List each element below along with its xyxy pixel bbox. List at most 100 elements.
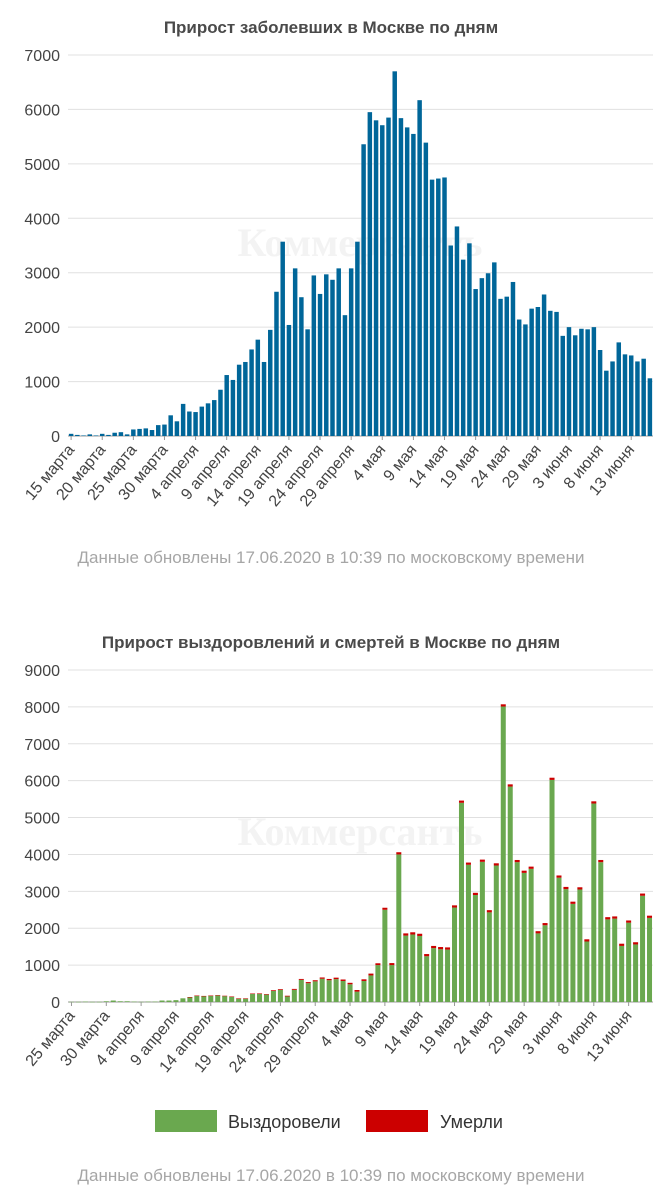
bar-recovered: [243, 998, 249, 1002]
bar-recovered: [458, 802, 464, 1002]
bar-recovered: [382, 909, 388, 1002]
bar: [212, 400, 217, 436]
y-tick-label: 7000: [24, 48, 60, 65]
bar-deaths: [493, 863, 499, 866]
bar-recovered: [633, 944, 639, 1002]
bar-deaths: [417, 933, 423, 936]
y-tick-label: 5000: [24, 157, 60, 174]
bar: [454, 226, 460, 436]
bar-recovered: [479, 861, 485, 1002]
bar-deaths: [187, 997, 193, 998]
bar-recovered: [222, 996, 228, 1002]
bar: [317, 293, 323, 436]
bar: [149, 430, 155, 436]
bar-deaths: [396, 852, 402, 855]
bar: [647, 378, 653, 436]
bar-recovered: [96, 1001, 102, 1003]
bar-recovered: [110, 1000, 116, 1002]
bar-deaths: [647, 915, 653, 918]
watermark: Коммерсантъ: [238, 809, 483, 854]
bar-deaths: [549, 777, 555, 780]
bar-recovered: [417, 935, 423, 1002]
bar-deaths: [577, 887, 583, 890]
bar-deaths: [201, 995, 207, 997]
bar: [324, 274, 329, 436]
bar: [591, 327, 597, 436]
bar-recovered: [89, 1001, 95, 1003]
bar: [622, 354, 628, 436]
y-tick-label: 0: [51, 995, 60, 1012]
bar-recovered: [257, 993, 263, 1002]
bar: [473, 289, 478, 436]
bar-deaths: [486, 910, 492, 913]
bar-recovered: [549, 779, 555, 1002]
bar: [523, 324, 528, 436]
bar: [460, 259, 466, 436]
bar: [448, 245, 453, 436]
bar-recovered: [626, 922, 632, 1002]
bar: [193, 412, 198, 436]
bar: [361, 144, 366, 436]
bar-recovered: [103, 1001, 109, 1002]
bar: [162, 424, 167, 436]
y-tick-label: 6000: [24, 102, 60, 119]
bar-deaths: [270, 990, 276, 991]
bar-recovered: [563, 889, 569, 1002]
bar-deaths: [382, 907, 388, 910]
bar-deaths: [340, 979, 346, 981]
bar: [274, 291, 279, 436]
y-tick-label: 1000: [24, 375, 60, 392]
bar-deaths: [472, 892, 478, 896]
legend-label-recovered: Выздоровели: [228, 1112, 341, 1132]
bar-deaths: [389, 963, 395, 966]
bar-recovered: [145, 1001, 151, 1003]
bar: [404, 127, 410, 436]
x-tick-label: 4 мая: [317, 1008, 357, 1051]
bar-deaths: [277, 989, 283, 990]
bar: [137, 428, 142, 436]
bar-deaths: [361, 979, 367, 981]
bar: [610, 361, 615, 436]
bar: [348, 268, 354, 436]
bar-deaths: [291, 988, 297, 990]
bar-deaths: [263, 994, 269, 995]
bar: [560, 335, 566, 436]
bar-recovered: [229, 996, 235, 1002]
bar-deaths: [584, 939, 590, 942]
bar-deaths: [243, 998, 249, 999]
bar-deaths: [598, 859, 604, 863]
bar: [572, 335, 578, 436]
bar-deaths: [410, 932, 416, 935]
bar-deaths: [229, 996, 235, 997]
bar-recovered: [472, 895, 478, 1002]
bar-recovered: [577, 889, 583, 1002]
bar: [305, 329, 310, 436]
bar-recovered: [333, 979, 339, 1002]
bar: [635, 361, 640, 436]
bar-deaths: [403, 933, 409, 936]
y-tick-label: 3000: [24, 266, 60, 283]
bar-deaths: [514, 859, 520, 863]
bar-recovered: [277, 989, 283, 1002]
recovery-deaths-chart: Коммерсантъ Прирост выздоровлений и смер…: [23, 633, 653, 1185]
bar: [548, 310, 553, 436]
bar-recovered: [493, 865, 499, 1002]
update-note: Данные обновлены 17.06.2020 в 10:39 по м…: [78, 548, 585, 567]
bar: [579, 328, 584, 436]
bar-deaths: [570, 901, 576, 904]
grid-lines: [68, 669, 653, 1003]
bar-deaths: [284, 995, 290, 997]
bar: [492, 262, 497, 436]
bar-recovered: [584, 941, 590, 1002]
bar-recovered: [500, 706, 506, 1002]
x-tick-label: 4 мая: [349, 442, 389, 485]
bar: [616, 342, 622, 436]
bar-deaths: [452, 905, 458, 908]
bar-recovered: [180, 998, 186, 1002]
bar-recovered: [194, 995, 200, 1002]
watermark: Коммерсантъ: [238, 220, 483, 265]
bar-deaths: [591, 801, 597, 804]
bar: [286, 324, 292, 436]
bar: [604, 370, 609, 436]
